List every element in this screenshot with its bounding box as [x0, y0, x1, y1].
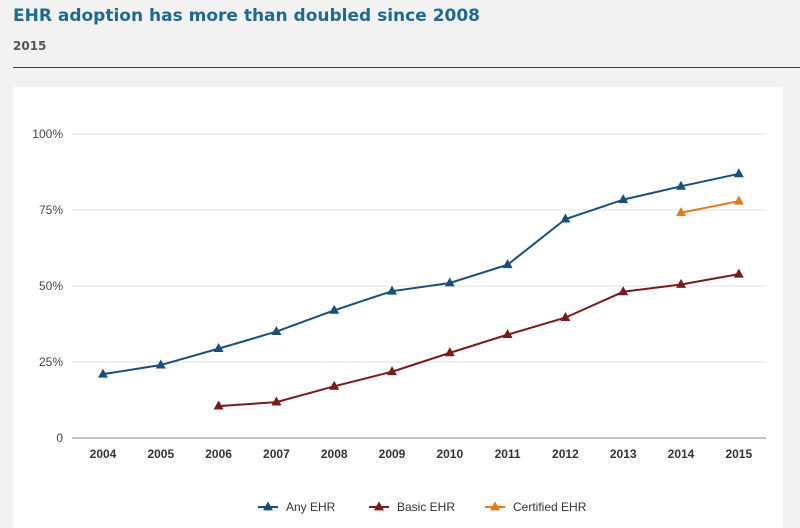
- series-line-certified-ehr: [680, 200, 739, 214]
- data-point-basic-ehr: [387, 366, 397, 376]
- data-point-any-ehr: [733, 168, 744, 178]
- data-point-any-ehr: [502, 259, 513, 269]
- data-point-basic-ehr: [213, 400, 224, 410]
- page-subtitle: 2015: [13, 39, 47, 53]
- series-line-basic-ehr: [218, 273, 739, 408]
- data-point-any-ehr: [444, 277, 455, 287]
- y-tick-label: 75%: [39, 203, 63, 217]
- y-tick-label: 100%: [32, 127, 63, 141]
- x-tick-label: 2012: [552, 447, 579, 461]
- series-line-any-ehr: [102, 172, 740, 376]
- x-tick-label: 2007: [263, 447, 290, 461]
- x-tick-label: 2004: [90, 447, 117, 461]
- legend-label-any-ehr: Any EHR: [286, 500, 336, 514]
- data-point-basic-ehr: [271, 396, 282, 406]
- y-tick-label: 0: [56, 431, 63, 445]
- legend-marker-basic-ehr: [374, 501, 384, 511]
- data-point-any-ehr: [213, 343, 224, 353]
- data-point-basic-ehr: [560, 312, 571, 322]
- chart-panel: 0 25% 50% 75% 100% 2004 2005 2006 2007 2008 2009 20…: [13, 87, 783, 528]
- x-tick-label: 2013: [610, 447, 637, 461]
- data-point-basic-ehr: [502, 329, 513, 339]
- data-point-certified-ehr: [733, 195, 744, 205]
- header-divider: [13, 67, 800, 68]
- data-point-any-ehr: [676, 180, 686, 190]
- data-point-certified-ehr: [676, 207, 686, 217]
- data-point-basic-ehr: [733, 268, 744, 278]
- x-tick-label: 2015: [725, 447, 752, 461]
- y-tick-label: 50%: [39, 279, 63, 293]
- data-point-basic-ehr: [676, 278, 686, 288]
- data-point-basic-ehr: [444, 347, 455, 357]
- data-point-any-ehr: [560, 213, 571, 223]
- x-tick-label: 2009: [379, 447, 406, 461]
- data-point-any-ehr: [387, 285, 397, 295]
- line-chart: 0 25% 50% 75% 100% 2004 2005 2006 2007 2008 2009 20…: [32, 127, 766, 514]
- x-tick-label: 2006: [205, 447, 232, 461]
- legend-marker-any-ehr: [263, 501, 273, 511]
- y-tick-label: 25%: [39, 355, 63, 369]
- data-point-any-ehr: [329, 304, 340, 314]
- data-point-basic-ehr: [329, 380, 340, 390]
- legend-label-certified-ehr: Certified EHR: [513, 500, 587, 514]
- legend-marker-certified-ehr: [490, 501, 500, 511]
- x-tick-label: 2010: [436, 447, 463, 461]
- x-tick-label: 2008: [321, 447, 348, 461]
- x-tick-label: 2014: [668, 447, 695, 461]
- page-title: EHR adoption has more than doubled since…: [13, 6, 481, 26]
- data-point-any-ehr: [618, 194, 629, 204]
- data-point-any-ehr: [271, 326, 282, 336]
- x-tick-label: 2011: [495, 447, 521, 461]
- legend-label-basic-ehr: Basic EHR: [397, 500, 455, 514]
- data-point-any-ehr: [155, 359, 166, 369]
- x-tick-label: 2005: [147, 447, 174, 461]
- data-point-any-ehr: [98, 368, 108, 378]
- data-point-basic-ehr: [618, 286, 629, 296]
